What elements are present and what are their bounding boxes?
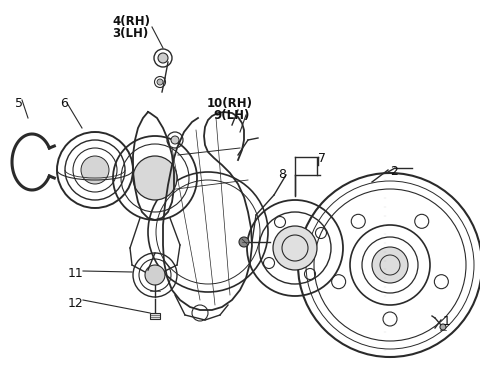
Circle shape [158,53,168,63]
Text: 1: 1 [443,315,451,328]
Circle shape [239,237,249,247]
Circle shape [157,79,163,85]
Circle shape [133,156,177,200]
Text: 8: 8 [278,168,286,181]
Polygon shape [150,313,160,319]
Text: 10(RH): 10(RH) [207,97,253,110]
Text: 9(LH): 9(LH) [213,109,250,122]
Text: 2: 2 [390,165,398,178]
Circle shape [273,226,317,270]
Text: 7: 7 [318,152,326,165]
Text: 5: 5 [15,97,23,110]
Text: 12: 12 [68,297,84,310]
Circle shape [81,156,109,184]
Text: 3(LH): 3(LH) [112,27,148,40]
Text: 6: 6 [60,97,68,110]
Circle shape [145,265,165,285]
Text: 11: 11 [68,267,84,280]
Text: 4(RH): 4(RH) [112,15,150,28]
Circle shape [440,324,446,330]
Circle shape [171,136,179,144]
Circle shape [372,247,408,283]
